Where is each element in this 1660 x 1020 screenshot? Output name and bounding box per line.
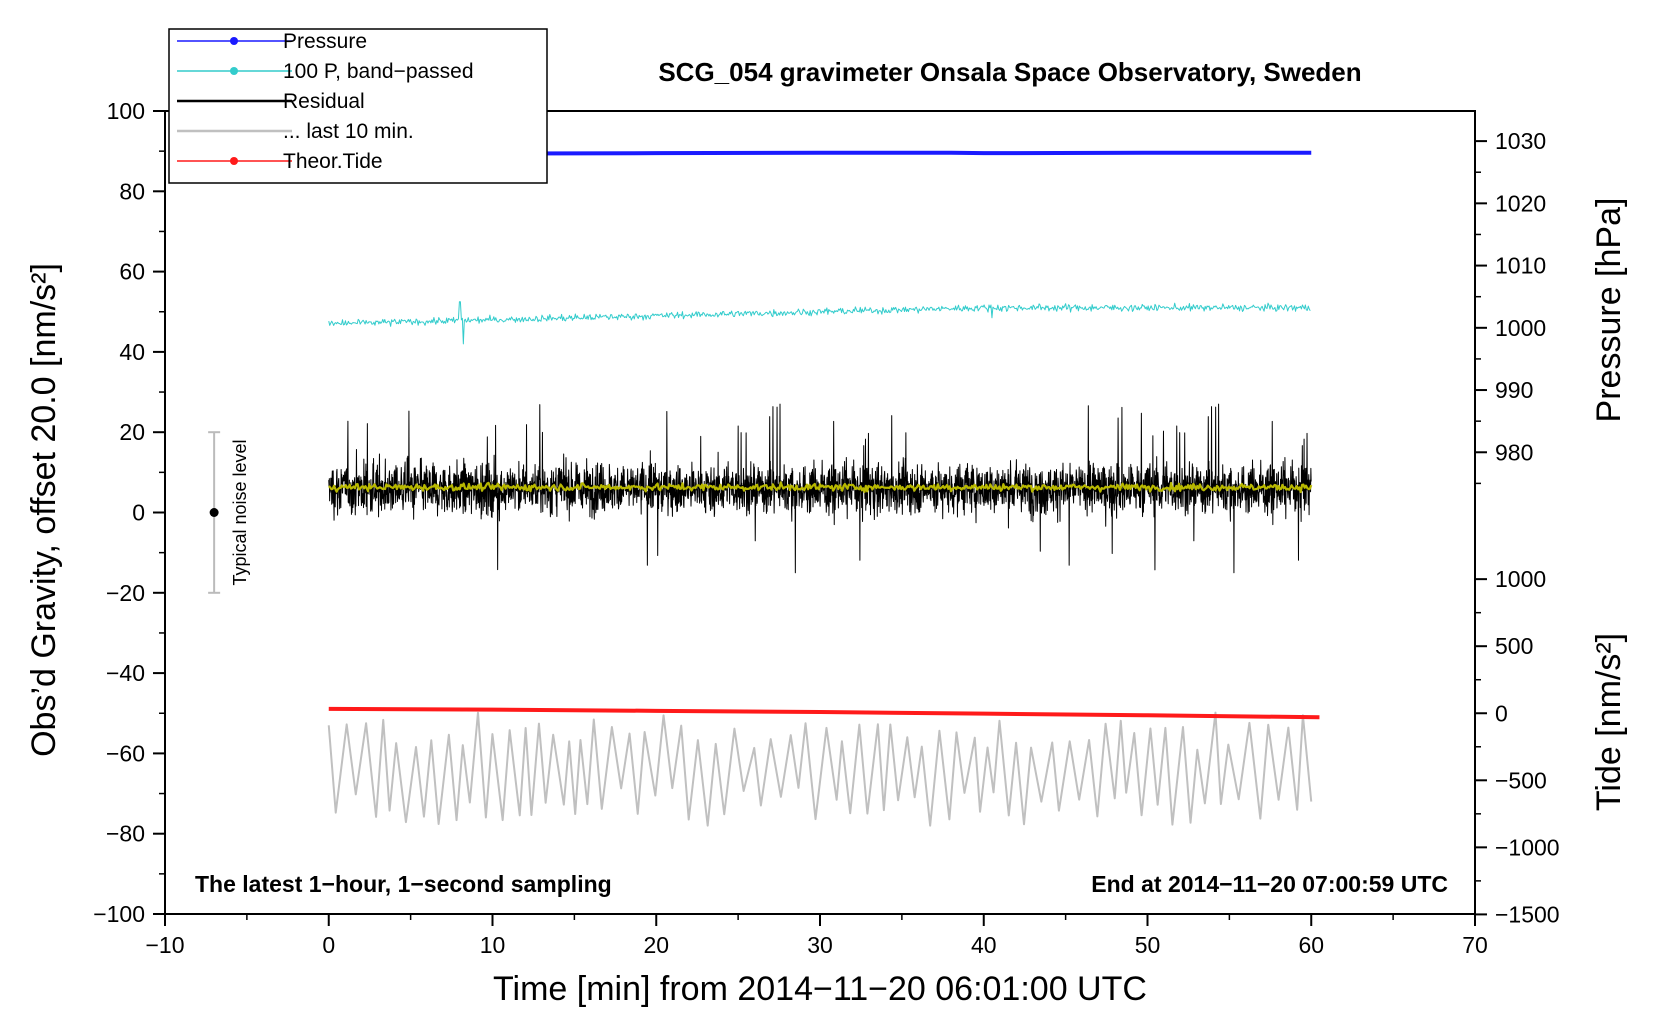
series-layer	[327, 150, 1320, 827]
y-tick-label: 80	[119, 178, 145, 204]
x-tick-label: 30	[807, 932, 833, 958]
y-tick-label: −60	[106, 740, 145, 766]
y-tick-label: −80	[106, 821, 145, 847]
tide-tick-label: 1000	[1495, 566, 1546, 592]
noise-level-indicator: Typical noise level	[208, 431, 250, 594]
y-tick-label: 100	[107, 98, 145, 124]
y-tick-label: 0	[132, 500, 145, 526]
x-tick-label: 70	[1462, 932, 1488, 958]
x-tick-label: 10	[480, 932, 506, 958]
note-left: The latest 1−hour, 1−second sampling	[195, 871, 612, 897]
pressure-tick-label: 990	[1495, 377, 1533, 403]
axes-layer: −10 0 10 20 30 40 50 60 70−100−80−60−40−20020406…	[93, 98, 1559, 958]
legend-marker	[230, 37, 238, 45]
tide-tick-label: 500	[1495, 633, 1533, 659]
legend-marker	[230, 157, 238, 165]
x-tick-label: 20	[643, 932, 669, 958]
y-tick-label: 60	[119, 259, 145, 285]
pressure-axis-title: Pressure [hPa]	[1590, 198, 1628, 423]
series-last-10-min	[327, 711, 1313, 827]
y-tick-label: −40	[106, 660, 145, 686]
series-pressure-bandpassed	[328, 301, 1311, 345]
tide-tick-label: −1500	[1495, 901, 1560, 927]
legend-label: 100 P, band−passed	[283, 60, 474, 83]
x-tick-label: 40	[971, 932, 997, 958]
tide-tick-label: −500	[1495, 767, 1547, 793]
pressure-tick-label: 980	[1495, 439, 1533, 465]
series-theoretical-tide	[328, 706, 1320, 720]
y-axis-title: Obs’d Gravity, offset 20.0 [nm/s²]	[25, 263, 63, 757]
x-tick-label: −10	[145, 932, 184, 958]
y-tick-label: −20	[106, 580, 145, 606]
y-tick-label: 20	[119, 419, 145, 445]
noise-level-label: Typical noise level	[230, 439, 250, 585]
legend-label: Theor.Tide	[283, 150, 383, 173]
x-tick-label: 60	[1298, 932, 1324, 958]
tide-tick-label: −1000	[1495, 834, 1560, 860]
series-residual	[328, 403, 1312, 574]
x-tick-label: 50	[1135, 932, 1161, 958]
tide-axis-title: Tide [nm/s²]	[1590, 633, 1628, 811]
pressure-tick-label: 1000	[1495, 315, 1546, 341]
legend: Pressure 100 P, band−passed Residual ... la…	[168, 28, 548, 184]
pressure-tick-label: 1010	[1495, 253, 1546, 279]
note-right: End at 2014−11−20 07:00:59 UTC	[1091, 871, 1448, 897]
legend-box	[168, 28, 548, 184]
legend-label: Residual	[283, 90, 365, 113]
series-residual-smoothed	[328, 481, 1313, 494]
y-tick-label: 40	[119, 339, 145, 365]
legend-label: ... last 10 min.	[283, 120, 414, 143]
pressure-tick-label: 1020	[1495, 190, 1546, 216]
noise-center-dot	[209, 508, 219, 517]
legend-marker	[230, 67, 238, 75]
x-axis-title: Time [min] from 2014−11−20 06:01:00 UTC	[493, 970, 1147, 1008]
chart-title: SCG_054 gravimeter Onsala Space Observat…	[658, 57, 1361, 87]
pressure-tick-label: 1030	[1495, 128, 1546, 154]
legend-label: Pressure	[283, 30, 367, 53]
y-tick-label: −100	[93, 901, 145, 927]
x-tick-label: 0	[322, 932, 335, 958]
tide-tick-label: 0	[1495, 700, 1508, 726]
